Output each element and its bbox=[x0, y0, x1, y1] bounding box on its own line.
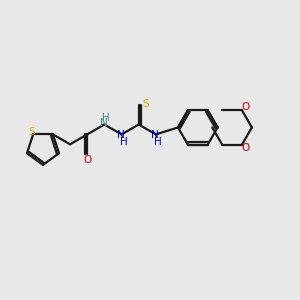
Text: N: N bbox=[100, 118, 107, 128]
Text: O: O bbox=[242, 102, 250, 112]
Text: H: H bbox=[120, 137, 128, 147]
Text: N: N bbox=[151, 130, 159, 140]
Text: N: N bbox=[117, 130, 124, 140]
Text: H: H bbox=[154, 137, 162, 147]
Text: S: S bbox=[142, 99, 149, 109]
Text: O: O bbox=[242, 142, 250, 153]
Text: S: S bbox=[29, 128, 35, 137]
Text: O: O bbox=[83, 155, 91, 165]
Text: H: H bbox=[103, 112, 110, 122]
